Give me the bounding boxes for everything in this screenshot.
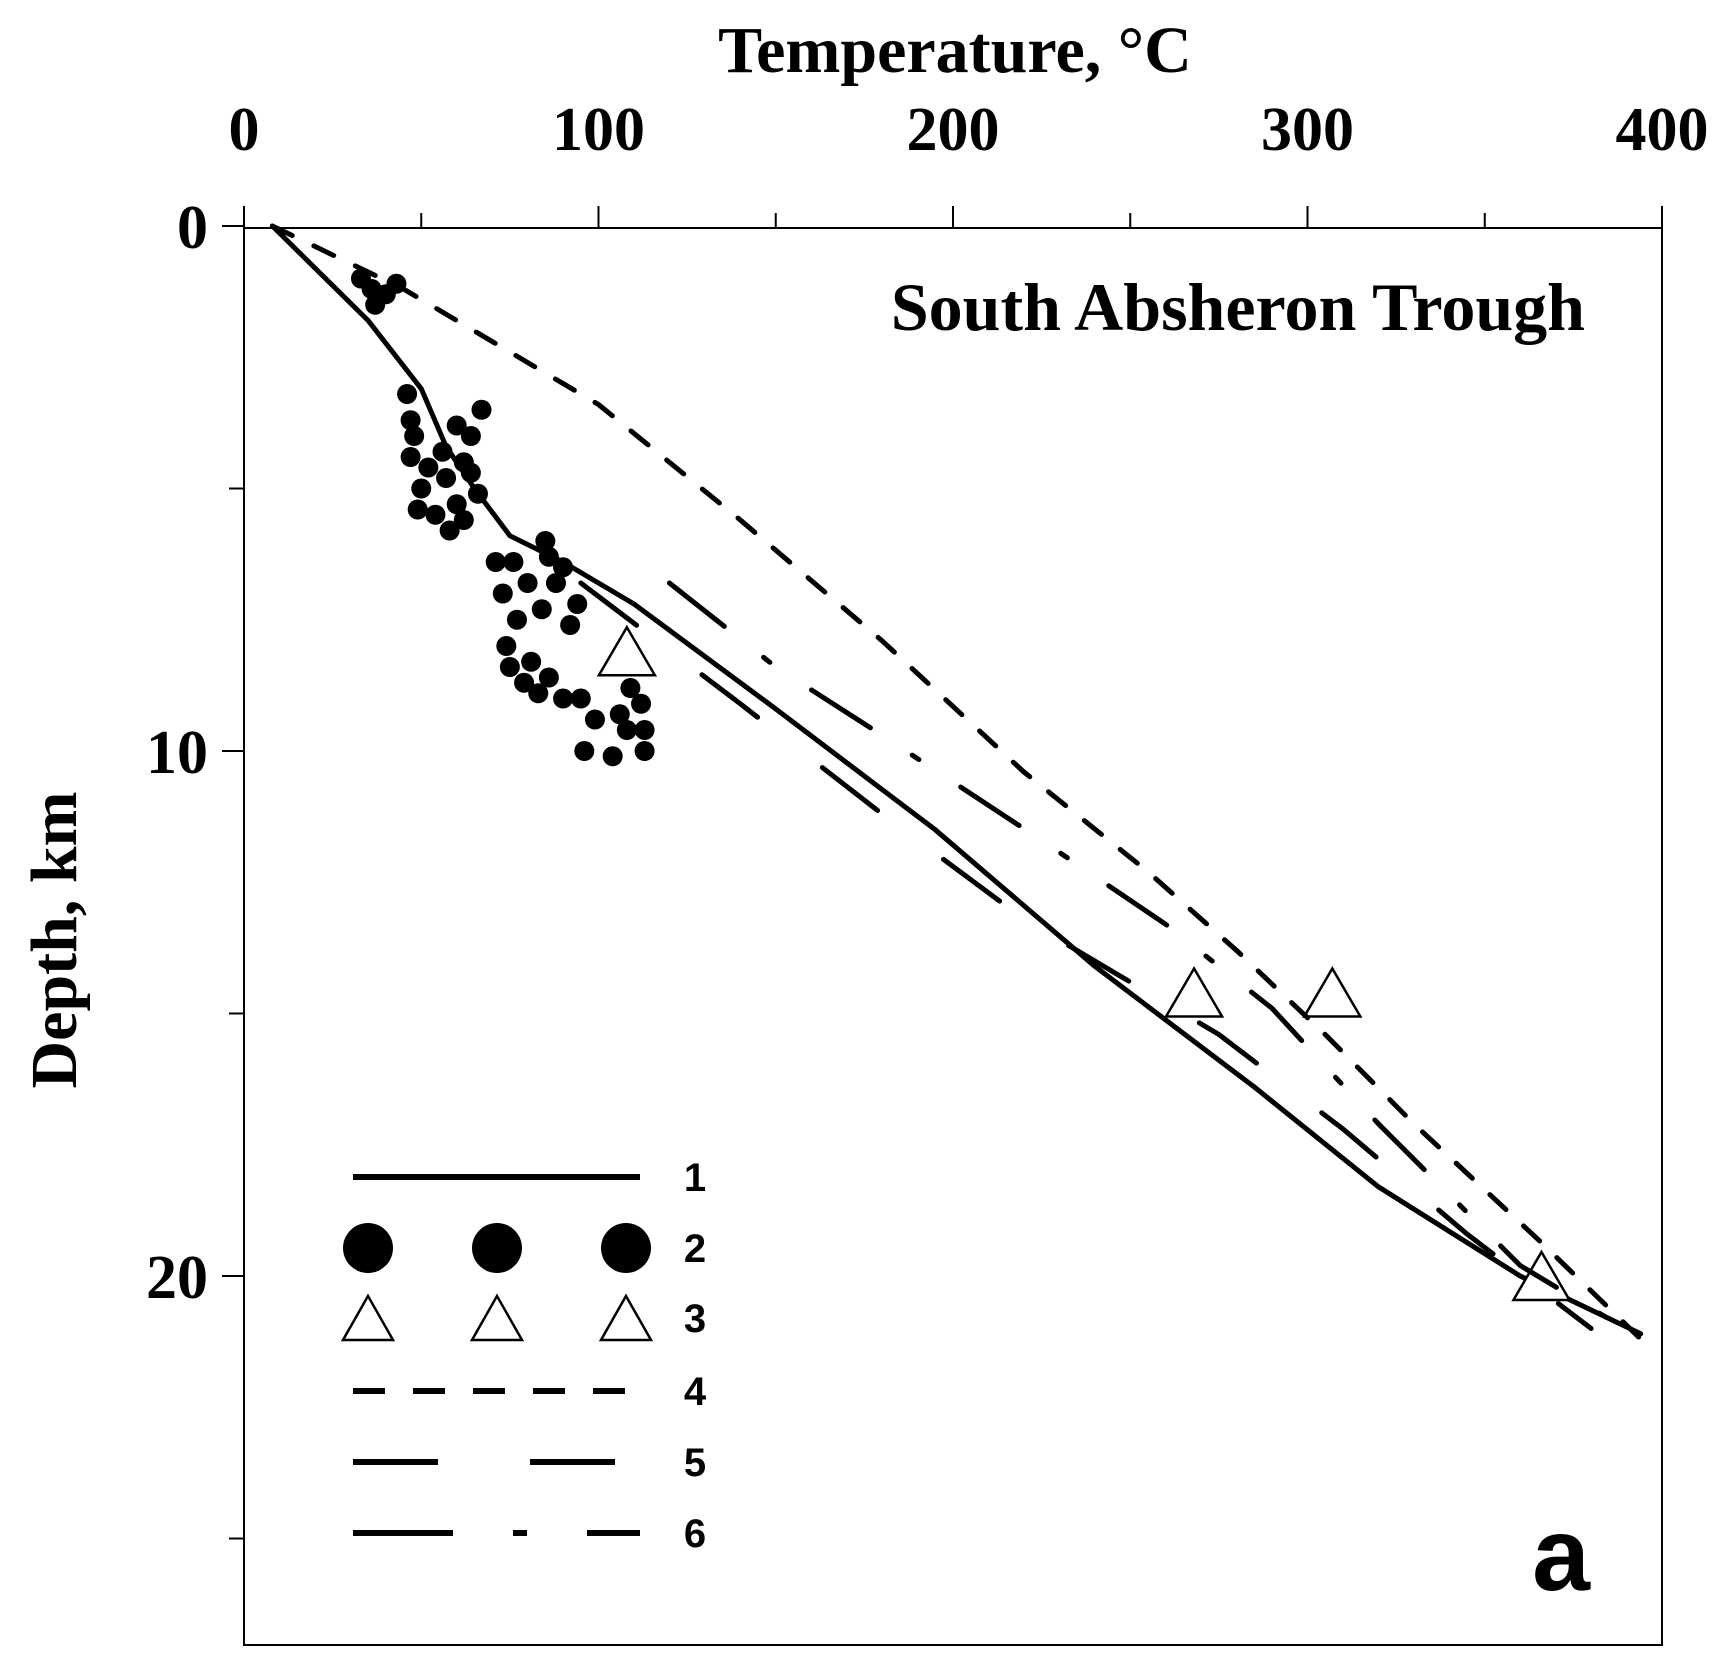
series-line-1 (269, 223, 1644, 1337)
data-point-measured-temperature (496, 636, 517, 656)
data-point-triangle (1163, 966, 1225, 1018)
legend-label: 3 (684, 1297, 706, 1341)
data-point-measured-temperature (560, 615, 581, 635)
data-point-measured-temperature (506, 609, 527, 630)
data-point-measured-temperature (602, 746, 623, 767)
data-point-measured-temperature (425, 504, 446, 525)
legend-label: 5 (684, 1441, 706, 1485)
x-tick-label: 300 (1261, 96, 1354, 164)
y-tick-label: 10 (146, 719, 208, 787)
legend-swatch-circle (343, 1223, 393, 1273)
legend-swatch-circle (601, 1223, 651, 1273)
data-point-measured-temperature (418, 457, 439, 478)
axis-ticks: 0 100 200 300 400 0 10 20 (146, 96, 1709, 1540)
data-point-measured-temperature (535, 531, 556, 551)
data-point-measured-temperature (436, 468, 457, 488)
data-point-measured-temperature (517, 573, 538, 593)
legend-swatch-triangle (598, 1293, 654, 1342)
data-point-measured-temperature (446, 494, 467, 515)
series-layer (269, 223, 1644, 1342)
data-point-measured-temperature (631, 693, 652, 714)
x-tick-label: 200 (907, 96, 1000, 164)
data-point-measured-temperature (570, 688, 591, 709)
plot-title: South Absheron Trough (891, 269, 1585, 345)
y-axis-title: Depth, km (18, 791, 91, 1088)
series-line-6 (666, 580, 1637, 1337)
data-point-measured-temperature (538, 546, 559, 567)
series-line-5 (578, 580, 1594, 1331)
legend-label: 6 (684, 1512, 706, 1556)
plot-frame (243, 227, 1663, 1646)
data-point-measured-temperature (439, 520, 460, 541)
data-point-measured-temperature (400, 410, 421, 431)
data-point-measured-temperature (567, 594, 588, 614)
data-point-measured-temperature (453, 510, 474, 530)
x-tick-label: 400 (1616, 96, 1709, 164)
data-point-triangle (1302, 966, 1363, 1018)
data-point-measured-temperature (460, 462, 481, 483)
panel-label: a (1532, 1497, 1591, 1613)
data-point-measured-temperature (503, 552, 524, 572)
data-point-measured-temperature (531, 599, 552, 620)
data-point-measured-temperature (620, 678, 641, 698)
data-point-measured-temperature (528, 683, 549, 704)
data-point-measured-temperature (407, 499, 428, 520)
data-point-measured-temperature (634, 720, 655, 740)
data-point-measured-temperature (634, 741, 655, 761)
data-point-measured-temperature (553, 688, 574, 709)
data-point-measured-temperature (553, 557, 574, 578)
data-point-measured-temperature (609, 704, 630, 725)
data-point-measured-temperature (400, 447, 421, 467)
legend-swatch-circle (472, 1223, 522, 1273)
y-tick-label: 20 (146, 1244, 208, 1312)
x-tick-label: 100 (552, 96, 645, 164)
x-axis-title: Temperature, °C (718, 14, 1192, 87)
data-point-measured-temperature (574, 741, 595, 761)
legend-label: 2 (684, 1227, 706, 1271)
data-point-triangle (596, 624, 658, 677)
data-point-measured-temperature (397, 384, 418, 404)
data-point-measured-temperature (538, 667, 559, 688)
data-point-measured-temperature (467, 483, 488, 504)
data-point-measured-temperature (616, 720, 637, 740)
data-point-measured-temperature (492, 583, 513, 604)
data-point-measured-temperature (432, 441, 453, 462)
data-point-measured-temperature (584, 709, 605, 730)
data-point-measured-temperature (471, 399, 492, 420)
legend-label: 1 (684, 1156, 706, 1200)
data-point-measured-temperature (499, 657, 520, 677)
data-point-measured-temperature (365, 294, 386, 315)
data-point-measured-temperature (460, 426, 481, 446)
legend-swatch-triangle (340, 1293, 396, 1342)
y-tick-label: 0 (177, 194, 208, 262)
legend: 1 2 3 4 5 6 (340, 1156, 707, 1556)
series-line-4 (269, 223, 1644, 1342)
data-point-measured-temperature (514, 672, 535, 693)
data-point-measured-temperature (404, 426, 425, 446)
legend-label: 4 (684, 1370, 707, 1414)
data-point-measured-temperature (485, 552, 506, 572)
legend-swatch-triangle (469, 1293, 525, 1342)
x-tick-label: 0 (229, 96, 260, 164)
data-point-measured-temperature (446, 415, 467, 436)
data-point-measured-temperature (545, 573, 566, 593)
data-point-measured-temperature (411, 478, 432, 499)
data-point-measured-temperature (521, 651, 542, 672)
